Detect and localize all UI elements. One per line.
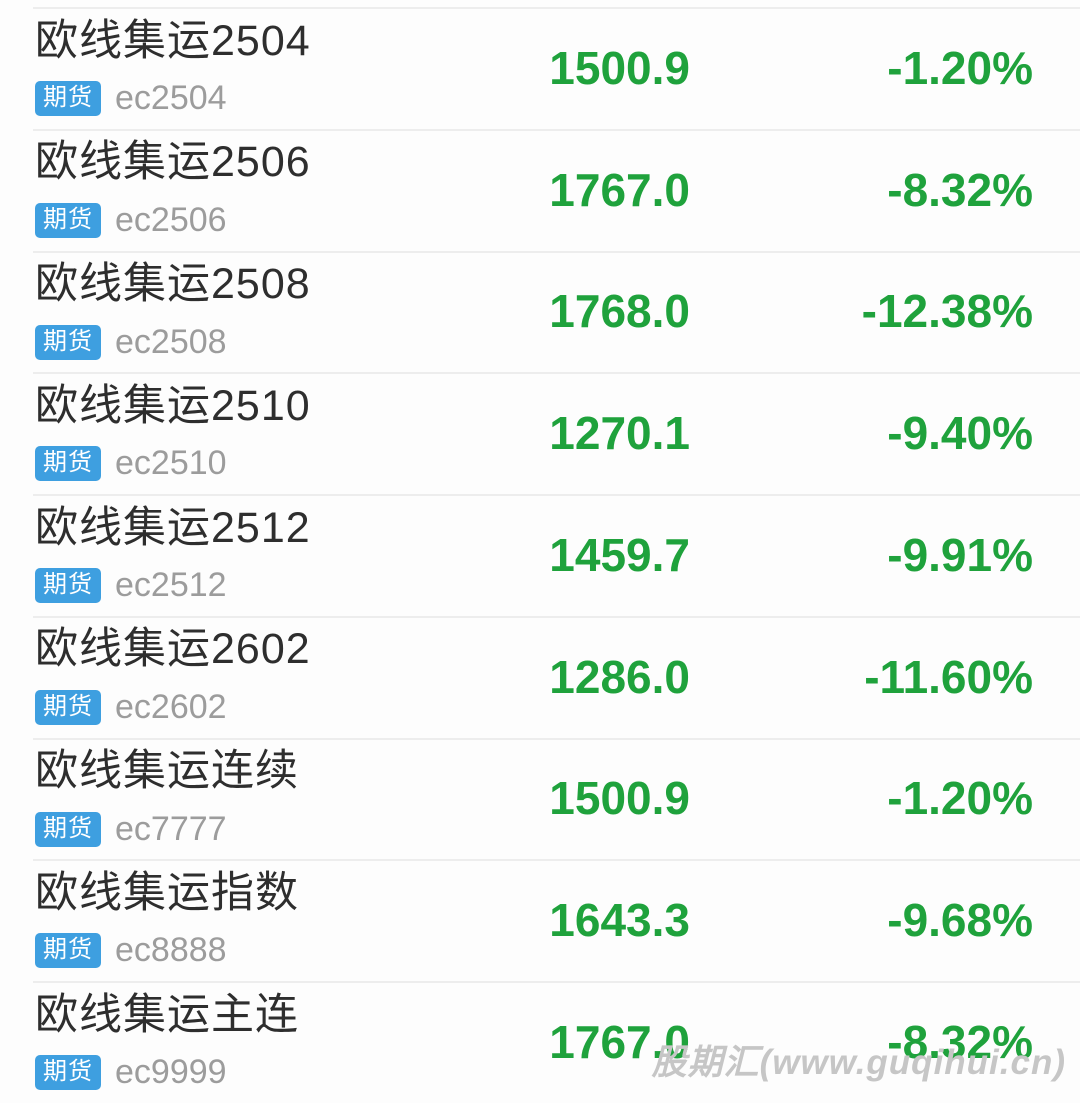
instrument-info: 欧线集运2512 期货 ec2512 xyxy=(35,503,470,605)
instrument-name: 欧线集运2504 xyxy=(35,16,311,65)
quote-row[interactable]: 欧线集运2602 期货 ec2602 1286.0 -11.60% xyxy=(0,615,1080,738)
quote-row[interactable]: 欧线集运连续 期货 ec7777 1500.9 -1.20% xyxy=(0,737,1080,860)
instrument-name: 欧线集运2506 xyxy=(35,138,311,187)
instrument-name: 欧线集运主连 xyxy=(35,990,299,1039)
quote-row[interactable]: 欧线集运2504 期货 ec2504 1500.9 -1.20% xyxy=(0,7,1080,129)
instrument-code: ec7777 xyxy=(115,809,227,848)
quote-row[interactable]: 欧线集运2510 期货 ec2510 1270.1 -9.40% xyxy=(0,372,1080,494)
instrument-subline: 期货 ec2506 xyxy=(35,201,470,240)
instrument-info: 欧线集运2504 期货 ec2504 xyxy=(35,16,470,118)
instrument-name: 欧线集运2508 xyxy=(35,260,311,309)
futures-badge: 期货 xyxy=(35,933,101,969)
instrument-subline: 期货 ec2508 xyxy=(35,323,470,362)
instrument-info: 欧线集运2602 期货 ec2602 xyxy=(35,626,470,726)
instrument-subline: 期货 ec7777 xyxy=(35,810,470,849)
quote-row[interactable]: 欧线集运2506 期货 ec2506 1767.0 -8.32% xyxy=(0,128,1080,251)
change-percent: -1.20% xyxy=(887,41,1033,94)
last-price: 1270.1 xyxy=(549,407,690,460)
instrument-code: ec2506 xyxy=(115,200,227,239)
instrument-info: 欧线集运2510 期货 ec2510 xyxy=(35,381,470,483)
last-price: 1768.0 xyxy=(549,285,690,338)
quote-list: 欧线集运2504 期货 ec2504 1500.9 -1.20% 欧线集运250… xyxy=(0,7,1080,1103)
instrument-name: 欧线集运连续 xyxy=(35,747,299,796)
futures-badge: 期货 xyxy=(35,202,101,238)
futures-badge: 期货 xyxy=(35,568,101,604)
quote-row[interactable]: 欧线集运主连 期货 ec9999 1767.0 -8.32% xyxy=(0,981,1080,1103)
futures-badge: 期货 xyxy=(35,689,101,725)
instrument-subline: 期货 ec2504 xyxy=(35,79,470,118)
quote-row[interactable]: 欧线集运2508 期货 ec2508 1768.0 -12.38% xyxy=(0,250,1080,373)
instrument-info: 欧线集运指数 期货 ec8888 xyxy=(35,868,470,970)
instrument-subline: 期货 ec2512 xyxy=(35,566,470,605)
last-price: 1643.3 xyxy=(549,894,690,947)
instrument-info: 欧线集运连续 期货 ec7777 xyxy=(35,748,470,848)
quote-row[interactable]: 欧线集运指数 期货 ec8888 1643.3 -9.68% xyxy=(0,859,1080,981)
instrument-code: ec2504 xyxy=(115,79,227,118)
instrument-info: 欧线集运2506 期货 ec2506 xyxy=(35,139,470,239)
futures-badge: 期货 xyxy=(35,811,101,847)
instrument-name: 欧线集运2602 xyxy=(35,625,311,674)
instrument-code: ec2602 xyxy=(115,687,227,726)
last-price: 1500.9 xyxy=(549,41,690,94)
last-price: 1500.9 xyxy=(549,772,690,825)
last-price: 1767.0 xyxy=(549,1015,690,1068)
futures-badge: 期货 xyxy=(35,324,101,360)
futures-badge: 期货 xyxy=(35,446,101,482)
quote-row[interactable]: 欧线集运2512 期货 ec2512 1459.7 -9.91% xyxy=(0,494,1080,616)
instrument-name: 欧线集运2510 xyxy=(35,381,311,430)
instrument-name: 欧线集运2512 xyxy=(35,503,311,552)
change-percent: -11.60% xyxy=(864,650,1033,703)
last-price: 1767.0 xyxy=(549,163,690,216)
change-percent: -8.32% xyxy=(887,163,1033,216)
instrument-code: ec2512 xyxy=(115,566,227,605)
instrument-subline: 期货 ec2510 xyxy=(35,444,470,483)
change-percent: -1.20% xyxy=(887,772,1033,825)
change-percent: -12.38% xyxy=(861,285,1033,338)
change-percent: -9.40% xyxy=(887,407,1033,460)
change-percent: -8.32% xyxy=(887,1015,1033,1068)
instrument-code: ec9999 xyxy=(115,1053,227,1092)
instrument-code: ec2508 xyxy=(115,322,227,361)
instrument-subline: 期货 ec9999 xyxy=(35,1053,470,1092)
instrument-name: 欧线集运指数 xyxy=(35,868,299,917)
change-percent: -9.68% xyxy=(887,894,1033,947)
last-price: 1459.7 xyxy=(549,528,690,581)
instrument-code: ec2510 xyxy=(115,444,227,483)
instrument-subline: 期货 ec8888 xyxy=(35,931,470,970)
last-price: 1286.0 xyxy=(549,650,690,703)
instrument-info: 欧线集运2508 期货 ec2508 xyxy=(35,261,470,361)
instrument-info: 欧线集运主连 期货 ec9999 xyxy=(35,990,470,1092)
futures-badge: 期货 xyxy=(35,81,101,117)
instrument-code: ec8888 xyxy=(115,931,227,970)
change-percent: -9.91% xyxy=(887,528,1033,581)
futures-badge: 期货 xyxy=(35,1055,101,1091)
instrument-subline: 期货 ec2602 xyxy=(35,688,470,727)
